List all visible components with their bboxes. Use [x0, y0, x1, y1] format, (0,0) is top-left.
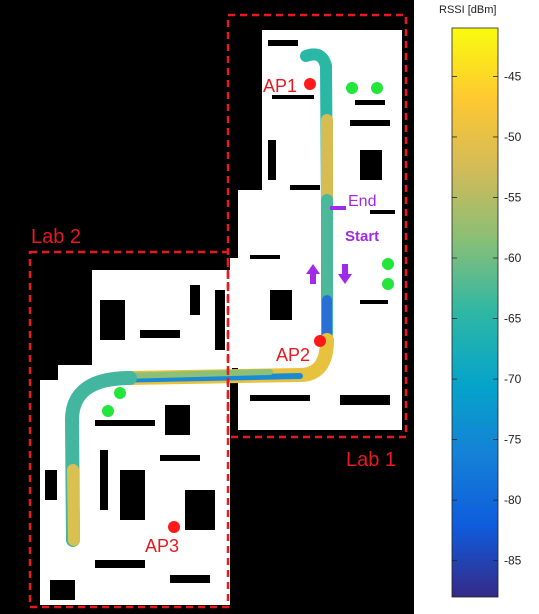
- lab2-label: Lab 2: [31, 226, 81, 248]
- colorbar-tick-label: -65: [504, 312, 522, 326]
- arrow-down-icon: [338, 264, 352, 284]
- trajectory-segment-hall-b: [117, 369, 273, 379]
- ap2-dot: [314, 335, 326, 347]
- green-point: [346, 82, 358, 94]
- floorplan-obstacles: [45, 40, 395, 600]
- colorbar-tick-label: -60: [504, 251, 522, 265]
- colorbar: [451, 27, 499, 598]
- ap1-label: AP1: [263, 76, 297, 96]
- lab2-boundary: [28, 250, 230, 609]
- access-points: [168, 78, 326, 533]
- ap3-label: AP3: [145, 536, 179, 556]
- colorbar-tick-label: -75: [504, 433, 522, 447]
- ap2-label: AP2: [276, 345, 310, 365]
- ap1-dot: [304, 78, 316, 90]
- lab1-boundary: [226, 13, 408, 439]
- ap3-dot: [168, 521, 180, 533]
- arrow-up-icon: [306, 264, 320, 284]
- end-label: End: [348, 193, 376, 210]
- green-points: [102, 82, 394, 417]
- green-point: [102, 405, 114, 417]
- start-label: Start: [345, 228, 379, 245]
- lab1-label: Lab 1: [346, 449, 396, 471]
- direction-arrows: [306, 264, 352, 284]
- green-point: [382, 278, 394, 290]
- green-point: [371, 82, 383, 94]
- colorbar-tick-label: -80: [504, 493, 522, 507]
- colorbar-tick-label: -70: [504, 372, 522, 386]
- green-point: [114, 387, 126, 399]
- trajectory-segment-left-end: [67, 464, 80, 546]
- trajectory-segment-hall: [107, 373, 303, 383]
- trajectory-segment-top: [300, 48, 333, 216]
- colorbar-ticks: -45 -50 -55 -60 -65 -70 -75 -80 -85: [452, 69, 522, 568]
- colorbar-tick-label: -50: [504, 130, 522, 144]
- green-point: [382, 258, 394, 270]
- trajectory-segment-left: [65, 371, 137, 547]
- colorbar-title: RSSI [dBm]: [439, 4, 496, 16]
- colorbar-tick-label: -85: [504, 554, 522, 568]
- trajectory: [65, 48, 334, 547]
- colorbar-tick-label: -45: [504, 69, 522, 83]
- colorbar-tick-label: -55: [504, 190, 522, 204]
